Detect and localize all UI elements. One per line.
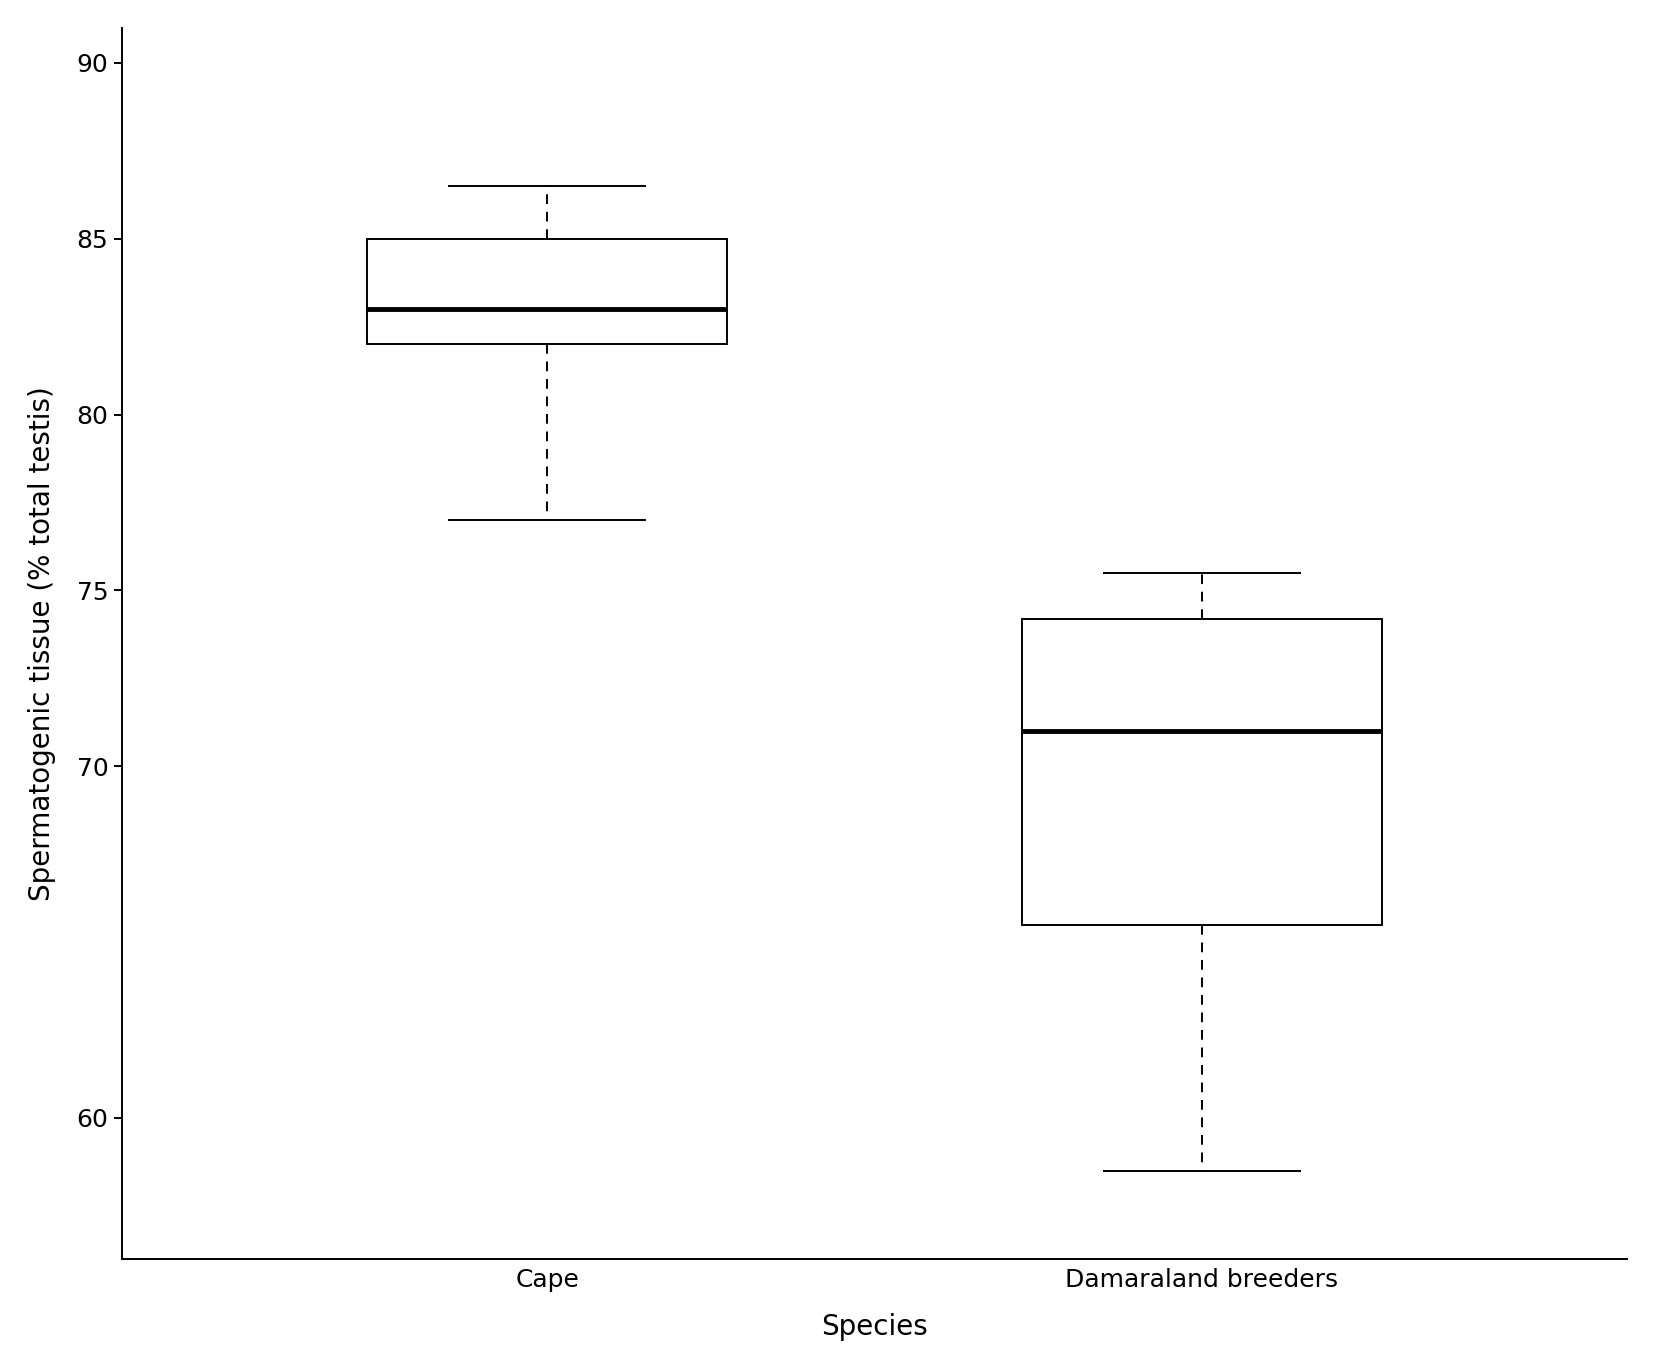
Bar <box>367 238 727 344</box>
Bar <box>1021 619 1382 924</box>
Y-axis label: Spermatogenic tissue (% total testis): Spermatogenic tissue (% total testis) <box>28 386 56 901</box>
X-axis label: Species: Species <box>821 1313 928 1342</box>
